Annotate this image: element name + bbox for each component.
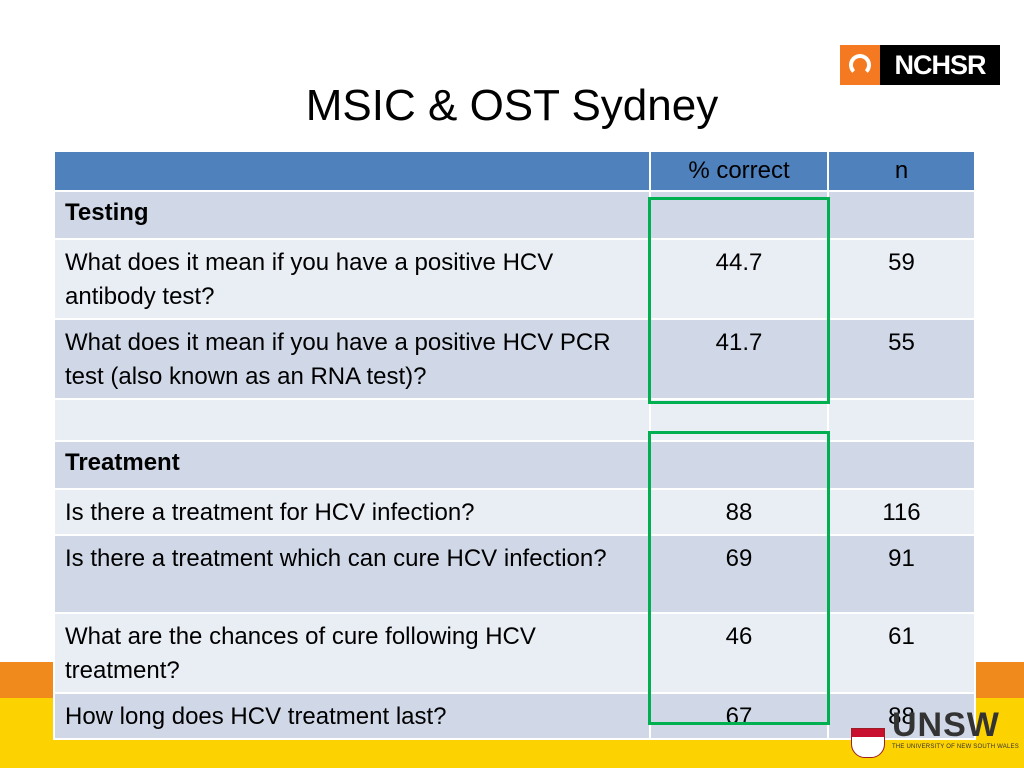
table-cell-pct: 67 [649,692,829,740]
table-cell-pct: 88 [649,488,829,536]
table-row: What are the chances of cure following H… [53,612,976,694]
table-row: Is there a treatment which can cure HCV … [53,534,976,614]
table-cell-pct [649,190,829,240]
column-header-n: n [827,150,976,192]
table-cell-pct: 41.7 [649,318,829,400]
unsw-logo: UNSW THE UNIVERSITY OF NEW SOUTH WALES [848,706,1019,758]
table-cell-n: 59 [827,238,976,320]
unsw-crest-icon [851,728,885,758]
question-cell: What does it mean if you have a positive… [53,318,651,400]
slide-title: MSIC & OST Sydney [305,81,719,130]
table-row: What does it mean if you have a positive… [53,238,976,320]
question-cell: What does it mean if you have a positive… [53,238,651,320]
nchsr-logo-text: NCHSR [894,50,986,80]
table-cell-pct: 44.7 [649,238,829,320]
nchsr-logo: NCHSR [840,45,1000,85]
section-label: Testing [53,190,651,240]
table-cell-n [827,440,976,490]
column-header-percent-correct: % correct [649,150,829,192]
section-row-testing: Testing [53,190,976,240]
table-header-row: % correct n [53,150,976,192]
column-header-question [53,150,651,192]
table-cell-empty [53,398,651,442]
section-label: Treatment [53,440,651,490]
table-cell-pct: 69 [649,534,829,614]
table-row: What does it mean if you have a positive… [53,318,976,400]
table-cell-n: 116 [827,488,976,536]
section-row-treatment: Treatment [53,440,976,490]
unsw-logo-text: UNSW [892,706,1000,744]
table-cell-n: 91 [827,534,976,614]
table-cell-n: 61 [827,612,976,694]
results-table: % correct n Testing What does it mean if… [53,150,976,740]
table-cell-n [827,190,976,240]
table-cell-n: 55 [827,318,976,400]
table-row: How long does HCV treatment last? 67 88 [53,692,976,740]
table-cell-empty [649,398,829,442]
question-cell: Is there a treatment which can cure HCV … [53,534,651,614]
table-cell-empty [827,398,976,442]
unsw-logo-subtitle: THE UNIVERSITY OF NEW SOUTH WALES [892,744,1019,750]
question-cell: Is there a treatment for HCV infection? [53,488,651,536]
nchsr-logo-icon [840,45,880,85]
table-cell-pct [649,440,829,490]
question-cell: How long does HCV treatment last? [53,692,651,740]
question-cell: What are the chances of cure following H… [53,612,651,694]
table-row: Is there a treatment for HCV infection? … [53,488,976,536]
table-cell-pct: 46 [649,612,829,694]
spacer-row [53,398,976,442]
